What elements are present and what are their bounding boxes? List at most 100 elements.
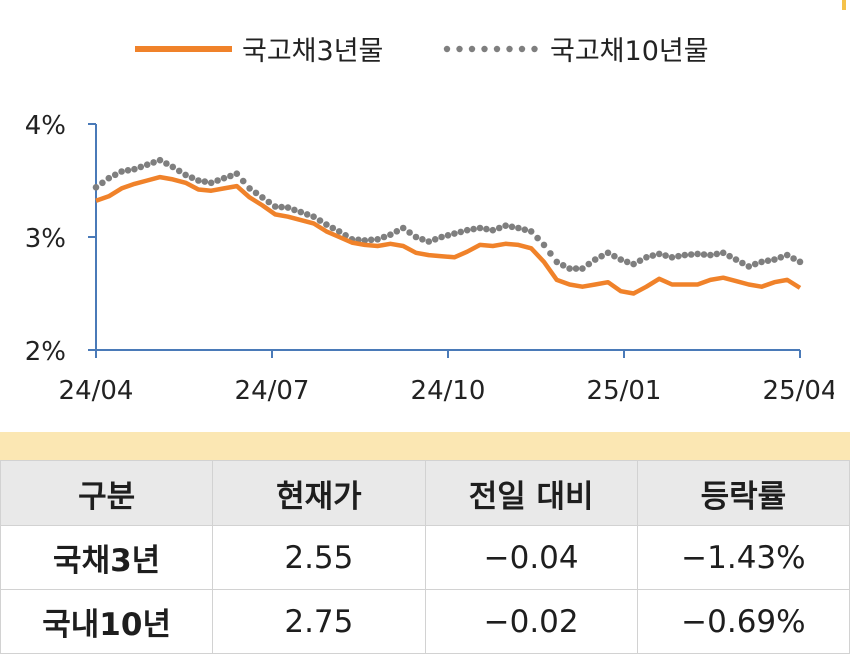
chart-legend: 국고채3년물 국고채10년물 [135, 36, 709, 67]
legend-dot [493, 45, 501, 53]
legend-dot [506, 45, 513, 53]
legend-10y-label: 국고채10년물 [550, 36, 709, 67]
header-rate: 등락률 [636, 460, 850, 526]
10y-point [579, 265, 586, 272]
10y-point [195, 177, 202, 184]
row-change: −0.02 [424, 589, 638, 654]
10y-point [777, 253, 785, 261]
10y-point [508, 223, 516, 231]
10y-point [559, 262, 567, 269]
10y-point [694, 250, 701, 258]
10y-point [310, 213, 317, 220]
10y-point [387, 231, 394, 238]
10y-point [259, 194, 266, 201]
10y-point [265, 198, 273, 206]
x-tick-label: 25/01 [587, 376, 662, 406]
10y-point [399, 224, 407, 232]
10y-point [796, 258, 804, 266]
10y-point [143, 161, 151, 168]
10y-point [726, 252, 733, 260]
10y-point [118, 168, 125, 175]
10y-point [246, 185, 253, 192]
10y-point [745, 263, 753, 270]
10y-point [623, 258, 631, 266]
10y-point [540, 241, 548, 249]
header-category: 구분 [0, 460, 214, 526]
10y-point [687, 251, 695, 258]
10y-point [393, 228, 401, 235]
10y-point [643, 253, 650, 261]
10y-point [361, 237, 369, 244]
10y-point [137, 163, 145, 171]
table-header-row: 구분 현재가 전일 대비 등락률 [0, 460, 850, 526]
10y-point [201, 178, 209, 185]
yield-line-chart: 국고채3년물 국고채10년물 4% 3% 2% 24/04 24/07 24/10 25/0… [25, 36, 838, 406]
10y-point [111, 171, 119, 179]
10y-point [547, 250, 554, 257]
x-tick-label: 24/07 [235, 376, 310, 406]
10y-point [476, 224, 484, 232]
10y-point [617, 256, 625, 263]
10y-point [92, 184, 100, 191]
10y-point [406, 229, 413, 236]
10y-point [329, 224, 337, 232]
10y-point [758, 258, 765, 266]
10y-point [99, 179, 106, 187]
10y-point [534, 234, 541, 242]
10y-point [291, 206, 298, 214]
10y-point [169, 163, 177, 171]
row-name: 국채3년 [0, 525, 214, 590]
10y-point [457, 228, 465, 236]
10y-point [502, 222, 509, 229]
10y-point [719, 249, 727, 257]
10y-point [739, 259, 746, 267]
10y-point [431, 236, 439, 243]
10y-point [335, 228, 343, 235]
10y-point [284, 204, 292, 211]
legend-10y-swatch [443, 45, 538, 53]
10y-point [585, 260, 593, 268]
10y-point [227, 172, 234, 180]
10y-point [771, 256, 778, 263]
10y-point [233, 170, 241, 177]
10y-point [572, 265, 580, 272]
10y-point [598, 252, 605, 260]
10y-point [649, 252, 657, 259]
legend-dot [468, 45, 476, 53]
10y-point [591, 256, 599, 263]
10y-point [451, 230, 458, 237]
legend-dot [443, 45, 451, 53]
3y-series-line [95, 174, 802, 296]
table-row: 국내10년 2.75 −0.02 −0.69% [0, 589, 850, 654]
10y-point [707, 251, 714, 259]
10y-point [297, 208, 305, 216]
10y-point [636, 257, 644, 265]
10y-point [630, 260, 637, 268]
10y-point [303, 211, 311, 218]
legend-3y-label: 국고채3년물 [242, 36, 383, 67]
10y-point [764, 257, 772, 265]
legend-dot [518, 45, 526, 53]
x-tick-label: 24/10 [411, 376, 486, 406]
10y-point [713, 250, 721, 258]
10y-point [662, 252, 669, 259]
10y-point [419, 236, 426, 243]
10y-point [470, 225, 477, 233]
10y-point [278, 203, 285, 211]
chart-panel: 국고채3년물 국고채10년물 4% 3% 2% 24/04 24/07 24/10 25/0… [24, 36, 838, 406]
10y-point [374, 236, 381, 243]
10y-point [527, 228, 535, 235]
10y-point [668, 253, 676, 261]
row-name: 국내10년 [0, 589, 214, 654]
10y-point [131, 165, 138, 173]
accent-mark [842, 0, 846, 10]
legend-dot [481, 45, 488, 53]
10y-point [751, 260, 759, 268]
row-rate: −1.43% [636, 525, 850, 590]
10y-point [156, 156, 164, 164]
10y-point [790, 255, 797, 262]
separator-band [0, 432, 850, 460]
x-tick-label: 25/04 [763, 376, 834, 406]
10y-point [412, 233, 420, 241]
10y-point [489, 226, 497, 234]
